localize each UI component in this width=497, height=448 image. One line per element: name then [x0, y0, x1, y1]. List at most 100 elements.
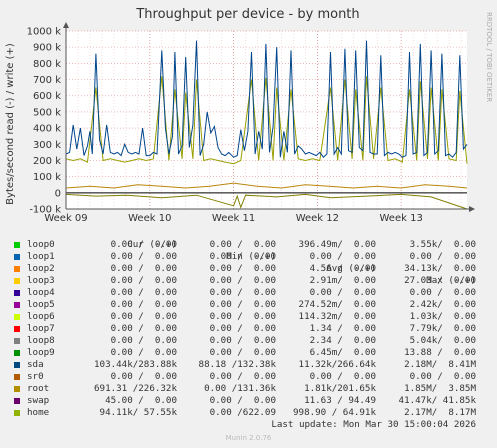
legend-cur: 0.00 / 0.00	[110, 239, 177, 250]
legend-avg: 1.81k/201.65k	[304, 383, 376, 394]
y-tick-label: 200 k	[33, 156, 61, 167]
legend-max: 27.03 / 0.00	[404, 275, 476, 286]
x-tick-label: Week 11	[212, 213, 255, 224]
legend-avg: 0.00 / 0.00	[309, 287, 376, 298]
legend-cur: 45.00 / 0.00	[105, 395, 177, 406]
legend-row-loop2: loop2 0.00 / 0.00 0.00 / 0.00 4.56 / 0.00 34…	[0, 263, 497, 275]
x-tick-label: Week 10	[128, 213, 171, 224]
legend-min: 0.00 /622.09	[209, 407, 276, 418]
legend-swatch	[14, 350, 20, 356]
legend-name: loop1	[27, 251, 55, 262]
legend-table: Cur (-/+) Min (-/+) Avg (-/+) Max (-/+) …	[0, 227, 497, 419]
legend-max: 2.42k/ 0.00	[409, 299, 476, 310]
y-tick-label: 1000 k	[27, 27, 62, 38]
legend-min: 0.00 / 0.00	[209, 239, 276, 250]
legend-header: Cur (-/+) Min (-/+) Avg (-/+) Max (-/+)	[0, 227, 497, 286]
legend-max: 13.88 / 0.00	[404, 347, 476, 358]
legend-name: loop9	[27, 347, 55, 358]
legend-row-loop6: loop6 0.00 / 0.00 0.00 / 0.00 114.32m/ 0.00…	[0, 311, 497, 323]
throughput-chart: Throughput per device - by month Bytes/s…	[5, 7, 493, 224]
legend-name: swap	[27, 395, 50, 406]
legend-avg: 2.91m/ 0.00	[309, 275, 376, 286]
legend-row-loop4: loop4 0.00 / 0.00 0.00 / 0.00 0.00 / 0.00 0.…	[0, 287, 497, 299]
legend-cur: 0.00 / 0.00	[110, 311, 177, 322]
y-tick-label: 800 k	[33, 59, 61, 70]
legend-min: 0.00 / 0.00	[209, 395, 276, 406]
legend-avg: 11.32k/266.64k	[298, 359, 376, 370]
y-tick-label: -100 k	[29, 205, 61, 216]
legend-min: 0.00 /131.36k	[204, 383, 276, 394]
series-group	[63, 22, 475, 212]
rrdtool-side-label: RRDTOOL / TOBI OETIKER	[485, 12, 493, 102]
x-tick-labels: Week 09 Week 10 Week 11 Week 12 Week 13	[44, 213, 422, 224]
legend-name: loop5	[27, 299, 55, 310]
legend-name: loop6	[27, 311, 55, 322]
legend-row-loop7: loop7 0.00 / 0.00 0.00 / 0.00 1.34 / 0.00 7.…	[0, 323, 497, 335]
legend-header-cur: Cur (-/+)	[127, 239, 177, 250]
legend-swatch	[14, 254, 20, 260]
legend-max: 34.13k/ 0.00	[404, 263, 476, 274]
legend-name: loop4	[27, 287, 55, 298]
legend-cur: 103.44k/283.88k	[94, 359, 177, 370]
legend-name: loop3	[27, 275, 55, 286]
legend-max: 1.85M/ 3.85M	[404, 383, 476, 394]
legend-swatch	[14, 278, 20, 284]
y-tick-label: 600 k	[33, 91, 61, 102]
y-tick-label: 500 k	[33, 107, 61, 118]
legend-swatch	[14, 266, 20, 272]
legend-avg: 0.00 / 0.00	[309, 371, 376, 382]
y-axis-label: Bytes/second read (-) / write (+)	[5, 43, 16, 205]
legend-min: 88.18 /132.38k	[198, 359, 276, 370]
legend-min: 0.00 / 0.00	[209, 299, 276, 310]
legend-avg: 274.52m/ 0.00	[298, 299, 376, 310]
legend-avg: 11.63 / 94.49	[304, 395, 376, 406]
y-axis-arrow	[63, 22, 69, 28]
legend-swatch	[14, 410, 20, 416]
y-tick-label: 400 k	[33, 124, 61, 135]
legend-max: 7.79k/ 0.00	[409, 323, 476, 334]
y-tick-label: 0	[55, 188, 61, 199]
legend-cur: 691.31 /226.32k	[94, 383, 177, 394]
legend-name: home	[27, 407, 50, 418]
legend-name: loop0	[27, 239, 55, 250]
legend-avg: 396.49m/ 0.00	[298, 239, 376, 250]
legend-name: sr0	[27, 371, 44, 382]
legend-name: loop7	[27, 323, 55, 334]
legend-cur: 0.00 / 0.00	[110, 371, 177, 382]
legend-min: 0.00 / 0.00	[209, 347, 276, 358]
legend-header-avg: Avg (-/+)	[326, 263, 376, 274]
legend-cur: 0.00 / 0.00	[110, 275, 177, 286]
legend-row-root: root 691.31 /226.32k 0.00 /131.36k 1.81k/20…	[0, 383, 497, 395]
legend-min: 0.00 / 0.00	[209, 371, 276, 382]
y-tick-label: 100 k	[33, 172, 61, 183]
x-tick-label: Week 12	[296, 213, 339, 224]
legend-header-min: Min (-/+)	[226, 251, 276, 262]
legend-avg: 1.34 / 0.00	[309, 323, 376, 334]
x-tick-label: Week 09	[44, 213, 87, 224]
legend-swatch	[14, 398, 20, 404]
legend-row-loop9: loop9 0.00 / 0.00 0.00 / 0.00 6.45m/ 0.00 13…	[0, 347, 497, 359]
last-update: Last update: Mon Mar 30 15:00:04 2026	[271, 419, 476, 430]
y-tick-label: 900 k	[33, 43, 61, 54]
legend-cur: 0.00 / 0.00	[110, 347, 177, 358]
series-root-write	[65, 182, 468, 189]
legend-avg: 114.32m/ 0.00	[298, 311, 376, 322]
legend-row-loop8: loop8 0.00 / 0.00 0.00 / 0.00 2.34 / 0.00 5.…	[0, 335, 497, 347]
legend-row-loop1: loop1 0.00 / 0.00 0.00 / 0.00 0.00 / 0.00 0.…	[0, 251, 497, 263]
legend-cur: 0.00 / 0.00	[110, 299, 177, 310]
series-home-write	[65, 76, 468, 165]
legend-min: 0.00 / 0.00	[209, 251, 276, 262]
legend-name: loop8	[27, 335, 55, 346]
legend-swatch	[14, 386, 20, 392]
legend-cur: 0.00 / 0.00	[110, 287, 177, 298]
y-tick-label: 300 k	[33, 140, 61, 151]
legend-min: 0.00 / 0.00	[209, 275, 276, 286]
legend-cur: 0.00 / 0.00	[110, 323, 177, 334]
legend-max: 0.00 / 0.00	[409, 251, 476, 262]
legend-swatch	[14, 290, 20, 296]
y-tick-label: 700 k	[33, 75, 61, 86]
legend-max: 5.04k/ 0.00	[409, 335, 476, 346]
legend-name: sda	[27, 359, 44, 370]
legend-name: root	[27, 383, 50, 394]
series-sda-write	[65, 40, 468, 158]
